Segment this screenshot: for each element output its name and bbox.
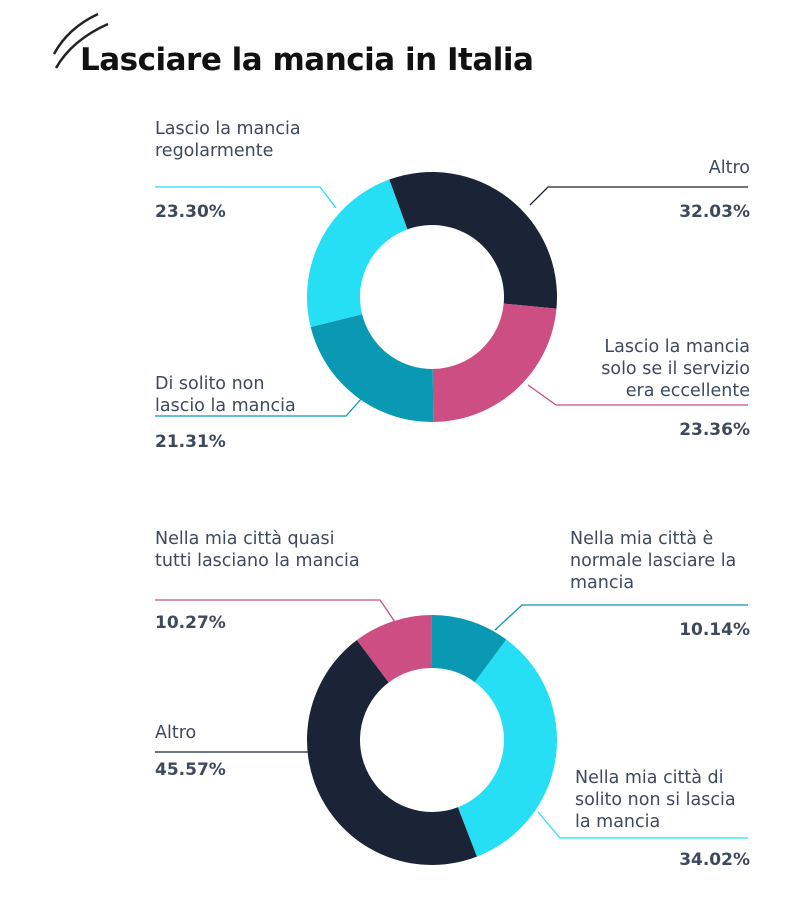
donut2-leader-line-1 — [494, 604, 748, 631]
label-c2-s2: Nella mia città di solito non si lascia … — [575, 768, 736, 832]
donut1-leader-line-2 — [155, 397, 363, 417]
donut1-slice-3 — [307, 179, 408, 327]
label-c2-s0: Nella mia città quasi tutti lasciano la … — [155, 529, 360, 571]
decorative-strokes-icon — [52, 12, 109, 69]
donut1-leader-line-0 — [529, 186, 748, 206]
label-c1-s2: Di solito non lascio la mancia — [155, 374, 296, 416]
pct-c2-s2: 34.02% — [679, 850, 750, 870]
donut1-leader-line-1 — [527, 384, 748, 406]
pct-c1-s3: 23.30% — [155, 202, 226, 222]
pct-c2-s3: 45.57% — [155, 760, 226, 780]
pct-c2-s0: 10.27% — [155, 613, 226, 633]
donut2-slice-2 — [457, 639, 558, 857]
donut2-slice-0 — [356, 615, 432, 683]
pct-c2-s1: 10.14% — [679, 620, 750, 640]
pct-c1-s0: 32.03% — [679, 202, 750, 222]
chart-title: Lasciare la mancia in Italia — [80, 42, 534, 78]
label-c1-s3: Lascio la mancia regolarmente — [155, 119, 301, 161]
donut2-slice-1 — [431, 615, 507, 683]
label-c2-s1: Nella mia città è normale lasciare la ma… — [570, 529, 737, 593]
donut1-slice-1 — [432, 303, 557, 422]
donut2-slice-3 — [306, 640, 477, 866]
pct-c1-s2: 21.31% — [155, 432, 226, 452]
label-c1-s0: Altro — [708, 158, 750, 178]
pct-c1-s1: 23.36% — [679, 420, 750, 440]
donut2-leader-line-2 — [537, 811, 748, 839]
donut2-leader-line-0 — [155, 599, 396, 623]
donut1-leader-line-3 — [155, 186, 337, 209]
label-c1-s1: Lascio la mancia solo se il servizio era… — [601, 337, 750, 401]
donut1-slice-0 — [389, 171, 558, 309]
donut1-slice-2 — [310, 314, 434, 422]
label-c2-s3: Altro — [155, 723, 197, 743]
